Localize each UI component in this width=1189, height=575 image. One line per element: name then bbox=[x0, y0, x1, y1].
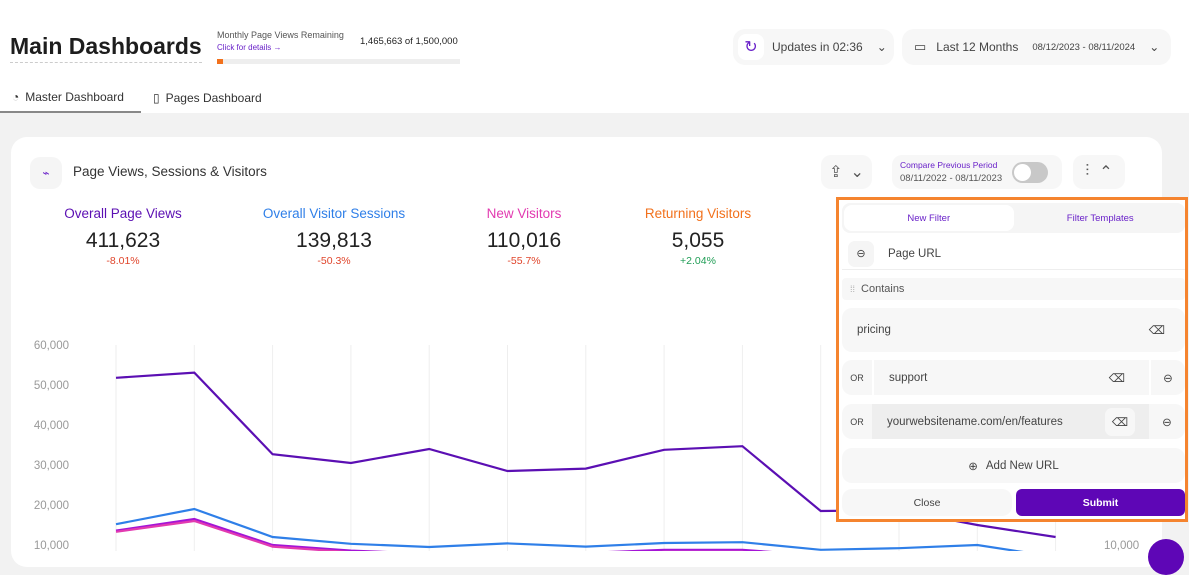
quota-label: Monthly Page Views Remaining bbox=[217, 30, 344, 40]
compare-dates: 08/11/2022 - 08/11/2023 bbox=[900, 173, 1003, 184]
filter-toggle-button[interactable]: ⫶ ⌃ bbox=[1073, 155, 1125, 189]
series-line bbox=[115, 507, 1024, 551]
chevron-down-icon: ⌄ bbox=[850, 164, 864, 181]
metric-delta: -8.01% bbox=[106, 255, 140, 267]
metric-delta: -50.3% bbox=[317, 255, 351, 267]
chevron-down-icon: ⌄ bbox=[1149, 40, 1160, 54]
add-new-url-button[interactable]: ⊕ Add New URL bbox=[842, 448, 1185, 483]
url-value-row: pricing ⌫ bbox=[842, 308, 1185, 352]
url-value-input[interactable]: yourwebsitename.com/en/features bbox=[872, 404, 1149, 439]
page-title: Main Dashboards bbox=[10, 33, 202, 63]
tab-pages-dashboard[interactable]: ▯ Pages Dashboard bbox=[141, 82, 274, 113]
metric-label: Overall Visitor Sessions bbox=[262, 206, 406, 221]
dashboard-tabs: ◔ Master Dashboard ▯ Pages Dashboard bbox=[0, 82, 274, 113]
y-tick-label: 20,000 bbox=[34, 500, 69, 512]
operator-label: Contains bbox=[861, 283, 905, 295]
metric-1: Overall Visitor Sessions 139,813 -50.3% bbox=[244, 206, 424, 267]
metric-label: Overall Page Views bbox=[64, 206, 182, 221]
updates-dropdown[interactable]: ↻ Updates in 02:36 ⌄ bbox=[733, 29, 894, 65]
date-range-dropdown[interactable]: ▭ Last 12 Months 08/12/2023 - 08/11/2024… bbox=[902, 29, 1171, 65]
quota-progress bbox=[217, 59, 460, 64]
compare-label: Compare Previous Period bbox=[900, 160, 998, 170]
upload-icon: ⇪ bbox=[829, 164, 843, 181]
compare-toggle[interactable] bbox=[1012, 161, 1049, 183]
url-value-input[interactable]: support bbox=[872, 360, 1109, 395]
quota-details-link[interactable]: Click for details → bbox=[217, 43, 282, 52]
metric-value: 139,813 bbox=[296, 229, 372, 252]
close-button[interactable]: Close bbox=[842, 489, 1012, 516]
field-select[interactable]: ⊖ Page URL bbox=[842, 238, 1185, 270]
field-label: Page URL bbox=[888, 247, 942, 260]
metric-2: New Visitors 110,016 -55.7% bbox=[434, 206, 614, 267]
tab-label: Pages Dashboard bbox=[165, 90, 262, 105]
sliders-icon: ⁞⁞ bbox=[850, 284, 856, 294]
or-label: OR bbox=[850, 372, 864, 383]
y-tick-label: 10,000 bbox=[34, 540, 69, 551]
export-button[interactable]: ⇪ ⌄ bbox=[821, 155, 872, 189]
metric-value: 5,055 bbox=[671, 229, 725, 252]
remove-icon[interactable]: ⊖ bbox=[1149, 360, 1185, 395]
chat-button[interactable] bbox=[1148, 539, 1184, 575]
card-title: Page Views, Sessions & Visitors bbox=[73, 164, 267, 179]
add-label: Add New URL bbox=[985, 459, 1059, 472]
operator-select[interactable]: ⁞⁞ Contains bbox=[842, 278, 1185, 300]
tab-filter-templates[interactable]: Filter Templates bbox=[1066, 212, 1134, 224]
remove-icon[interactable]: ⊖ bbox=[1162, 416, 1172, 429]
gauge-icon: ◔ bbox=[12, 89, 20, 104]
metric-value: 411,623 bbox=[85, 229, 161, 252]
range-dates: 08/12/2023 - 08/11/2024 bbox=[1032, 41, 1136, 53]
tab-new-filter[interactable]: New Filter bbox=[844, 205, 1014, 231]
quota-progress-fill bbox=[217, 59, 223, 64]
url-value-row: OR support ⌫ ⊖ bbox=[842, 360, 1185, 395]
plus-circle-icon: ⊕ bbox=[968, 460, 978, 473]
y-tick-label: 60,000 bbox=[34, 340, 69, 352]
metric-delta: +2.04% bbox=[680, 255, 716, 267]
chevron-up-icon: ⌃ bbox=[1099, 164, 1113, 181]
filter-panel: New Filter Filter Templates ⊖ Page URL ⁞… bbox=[836, 197, 1188, 522]
quota-value: 1,465,663 of 1,500,000 bbox=[360, 36, 458, 47]
metric-label: Returning Visitors bbox=[644, 206, 752, 221]
compare-period: Compare Previous Period 08/11/2022 - 08/… bbox=[892, 155, 1062, 189]
eraser-icon[interactable]: ⌫ bbox=[1148, 325, 1165, 337]
y-tick-label: 50,000 bbox=[34, 380, 69, 392]
range-label: Last 12 Months bbox=[936, 40, 1019, 54]
url-value-input[interactable]: pricing bbox=[857, 324, 891, 336]
chart-icon: ⌁ bbox=[30, 157, 62, 189]
updates-label: Updates in 02:36 bbox=[772, 40, 863, 54]
submit-button[interactable]: Submit bbox=[1016, 489, 1185, 516]
right-axis-tick: 10,000 bbox=[1104, 540, 1139, 551]
chevron-down-icon: ⌄ bbox=[876, 40, 887, 54]
or-label: OR bbox=[850, 416, 864, 427]
metric-label: New Visitors bbox=[486, 206, 562, 221]
series-line bbox=[115, 519, 747, 551]
eraser-icon[interactable]: ⌫ bbox=[1105, 407, 1135, 436]
y-tick-label: 40,000 bbox=[34, 420, 69, 432]
y-tick-label: 30,000 bbox=[34, 460, 69, 472]
sliders-icon: ⫶ bbox=[1085, 163, 1090, 180]
metric-delta: -55.7% bbox=[507, 255, 541, 267]
series-line bbox=[115, 517, 773, 551]
tab-label: Master Dashboard bbox=[25, 89, 124, 104]
eraser-icon[interactable]: ⌫ bbox=[1108, 372, 1125, 385]
refresh-icon: ↻ bbox=[738, 34, 764, 60]
metric-value: 110,016 bbox=[486, 229, 562, 252]
pages-icon: ▯ bbox=[153, 90, 160, 105]
tab-master-dashboard[interactable]: ◔ Master Dashboard bbox=[0, 82, 141, 113]
target-icon: ⊖ bbox=[848, 240, 874, 267]
url-value-row: OR yourwebsitename.com/en/features ⌫ ⊖ bbox=[842, 404, 1185, 439]
metric-0: Overall Page Views 411,623 -8.01% bbox=[33, 206, 213, 267]
calendar-icon: ▭ bbox=[914, 39, 927, 54]
metric-3: Returning Visitors 5,055 +2.04% bbox=[608, 206, 788, 267]
